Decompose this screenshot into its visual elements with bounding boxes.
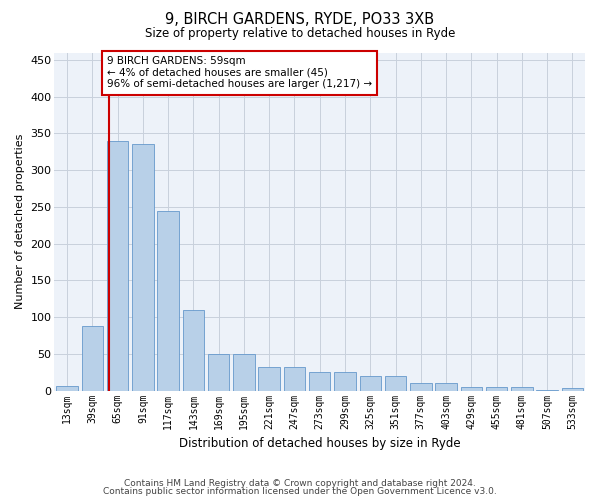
Bar — [309, 372, 331, 390]
Bar — [157, 210, 179, 390]
Bar — [208, 354, 229, 391]
Bar — [461, 387, 482, 390]
Bar — [359, 376, 381, 390]
Bar — [182, 310, 204, 390]
Text: Size of property relative to detached houses in Ryde: Size of property relative to detached ho… — [145, 28, 455, 40]
Bar — [233, 354, 254, 391]
Bar — [56, 386, 78, 390]
Bar — [132, 144, 154, 390]
Text: 9 BIRCH GARDENS: 59sqm
← 4% of detached houses are smaller (45)
96% of semi-deta: 9 BIRCH GARDENS: 59sqm ← 4% of detached … — [107, 56, 372, 90]
Bar — [259, 367, 280, 390]
X-axis label: Distribution of detached houses by size in Ryde: Distribution of detached houses by size … — [179, 437, 461, 450]
Bar — [511, 387, 533, 390]
Bar — [486, 387, 508, 390]
Bar — [385, 376, 406, 390]
Text: 9, BIRCH GARDENS, RYDE, PO33 3XB: 9, BIRCH GARDENS, RYDE, PO33 3XB — [166, 12, 434, 28]
Bar — [436, 384, 457, 390]
Text: Contains HM Land Registry data © Crown copyright and database right 2024.: Contains HM Land Registry data © Crown c… — [124, 478, 476, 488]
Bar — [410, 384, 431, 390]
Text: Contains public sector information licensed under the Open Government Licence v3: Contains public sector information licen… — [103, 488, 497, 496]
Y-axis label: Number of detached properties: Number of detached properties — [15, 134, 25, 310]
Bar — [562, 388, 583, 390]
Bar — [334, 372, 356, 390]
Bar — [82, 326, 103, 390]
Bar — [284, 367, 305, 390]
Bar — [107, 140, 128, 390]
